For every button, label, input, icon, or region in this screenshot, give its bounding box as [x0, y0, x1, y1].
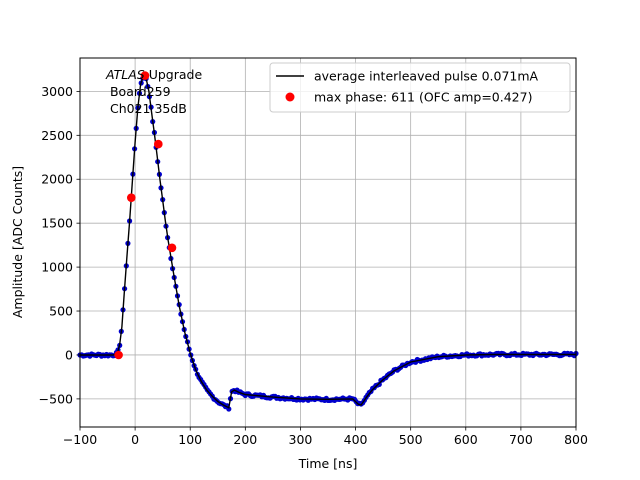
y-tick-label: 2000 [41, 172, 73, 187]
axis-ticks: −100 0 100 200 300 400 500 600 700 800 −500 0 500 100… [39, 84, 588, 447]
y-tick-label: 3000 [41, 84, 73, 99]
y-tick-label: 2500 [41, 128, 73, 143]
sample-point [376, 381, 382, 387]
legend-label-1: max phase: 611 (OFC amp=0.427) [314, 90, 532, 105]
max-phase-point [167, 243, 177, 253]
legend-label-0: average interleaved pulse 0.071mA [314, 69, 539, 84]
x-tick-label: 600 [454, 432, 478, 447]
x-axis-label: Time [ns] [298, 456, 358, 471]
max-phase-point [127, 193, 136, 202]
x-tick-label: 800 [564, 432, 588, 447]
legend-dot-marker [285, 92, 295, 102]
max-phase-point [140, 71, 150, 80]
y-tick-label: 0 [65, 347, 73, 362]
max-phase-point [154, 139, 163, 149]
x-tick-label: −100 [63, 432, 97, 447]
plot-frame [79, 57, 577, 428]
annotation-line3: Ch021 35dB [106, 101, 187, 116]
annotation-italic: ATLAS [105, 67, 145, 82]
svg-text:ATLAS Upgrade: ATLAS Upgrade [105, 67, 202, 82]
legend-box [269, 62, 571, 113]
legend: average interleaved pulse 0.071mA max ph… [269, 62, 571, 113]
annotation-line1-rest: Upgrade [145, 67, 203, 82]
y-axis-label: Amplitude [ADC Counts] [10, 166, 25, 318]
y-tick-label: 1500 [41, 216, 73, 231]
x-tick-label: 400 [344, 432, 368, 447]
y-tick-label: −500 [39, 391, 73, 406]
annotation-line2: Board259 [106, 84, 171, 99]
x-tick-label: 0 [131, 432, 139, 447]
x-tick-label: 200 [233, 432, 257, 447]
y-tick-label: 1000 [41, 260, 73, 275]
plot-area [77, 71, 579, 412]
max-phase-point [114, 350, 123, 360]
average-pulse-line [80, 74, 576, 409]
y-tick-label: 500 [49, 304, 73, 319]
x-tick-label: 300 [289, 432, 313, 447]
x-tick-label: 700 [509, 432, 533, 447]
x-tick-label: 100 [178, 432, 202, 447]
x-tick-label: 500 [399, 432, 423, 447]
annotation: ATLAS Upgrade Board259 Ch021 35dB [105, 67, 202, 116]
